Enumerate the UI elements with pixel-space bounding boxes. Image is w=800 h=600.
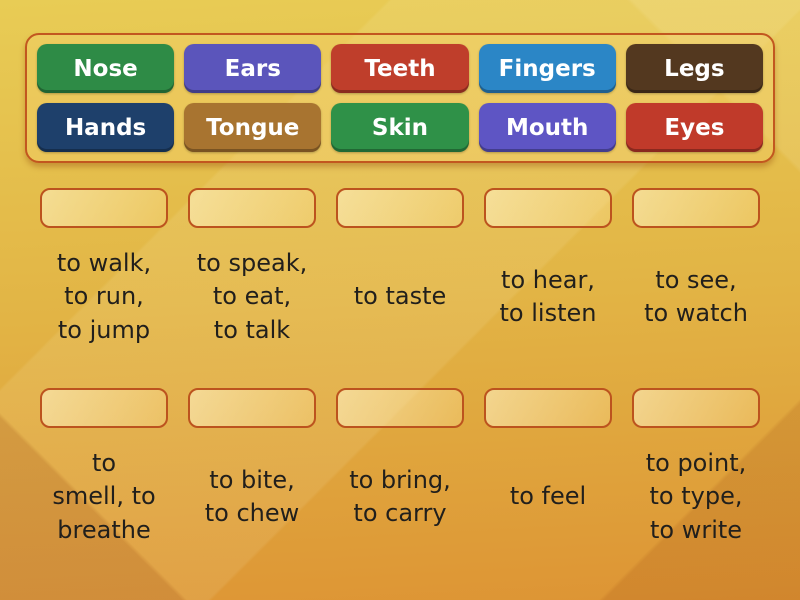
clue-text: to point, to type, to write	[645, 449, 747, 544]
clue-text: to feel	[509, 482, 587, 511]
match-cell: to point, to type, to write	[622, 388, 770, 566]
word-tile-ears[interactable]: Ears	[184, 44, 322, 93]
clue-text: to smell, to breathe	[52, 449, 156, 544]
match-cell: to speak, to eat, to talk	[178, 188, 326, 366]
word-tile-fingers[interactable]: Fingers	[478, 44, 616, 93]
word-tile-nose[interactable]: Nose	[37, 44, 175, 93]
match-row-2: to smell, to breathe to bite, to chew to…	[30, 388, 770, 566]
drop-zone-point-type-write[interactable]	[632, 388, 760, 428]
match-cell: to taste	[326, 188, 474, 366]
match-cell: to bite, to chew	[178, 388, 326, 566]
word-tile-eyes[interactable]: Eyes	[625, 103, 763, 152]
clue-text: to taste	[353, 282, 447, 311]
word-tile-hands[interactable]: Hands	[37, 103, 175, 152]
drop-zone-smell-breathe[interactable]	[40, 388, 168, 428]
match-cell: to walk, to run, to jump	[30, 188, 178, 366]
match-cell: to hear, to listen	[474, 188, 622, 366]
match-cell: to see, to watch	[622, 188, 770, 366]
word-tile-skin[interactable]: Skin	[331, 103, 469, 152]
drop-zone-hear-listen[interactable]	[484, 188, 612, 228]
word-tile-teeth[interactable]: Teeth	[331, 44, 469, 93]
match-row-1: to walk, to run, to jump to speak, to ea…	[30, 188, 770, 366]
clue-text: to walk, to run, to jump	[56, 249, 152, 344]
clue-text: to see, to watch	[644, 265, 748, 327]
drop-zone-speak-eat-talk[interactable]	[188, 188, 316, 228]
match-cell: to smell, to breathe	[30, 388, 178, 566]
clue-text: to hear, to listen	[499, 265, 597, 327]
drop-zone-see-watch[interactable]	[632, 188, 760, 228]
drop-zone-bite-chew[interactable]	[188, 388, 316, 428]
clue-text: to speak, to eat, to talk	[196, 249, 308, 344]
word-tile-mouth[interactable]: Mouth	[478, 103, 616, 152]
match-cell: to bring, to carry	[326, 388, 474, 566]
drop-zone-feel[interactable]	[484, 388, 612, 428]
clue-text: to bring, to carry	[349, 465, 451, 527]
word-tile-legs[interactable]: Legs	[625, 44, 763, 93]
word-bank-panel: Nose Ears Teeth Fingers Legs Hands Tongu…	[25, 33, 775, 163]
drop-zone-walk-run-jump[interactable]	[40, 188, 168, 228]
drop-zone-taste[interactable]	[336, 188, 464, 228]
match-cell: to feel	[474, 388, 622, 566]
drop-zone-bring-carry[interactable]	[336, 388, 464, 428]
word-tile-tongue[interactable]: Tongue	[184, 103, 322, 152]
clue-text: to bite, to chew	[204, 465, 300, 527]
